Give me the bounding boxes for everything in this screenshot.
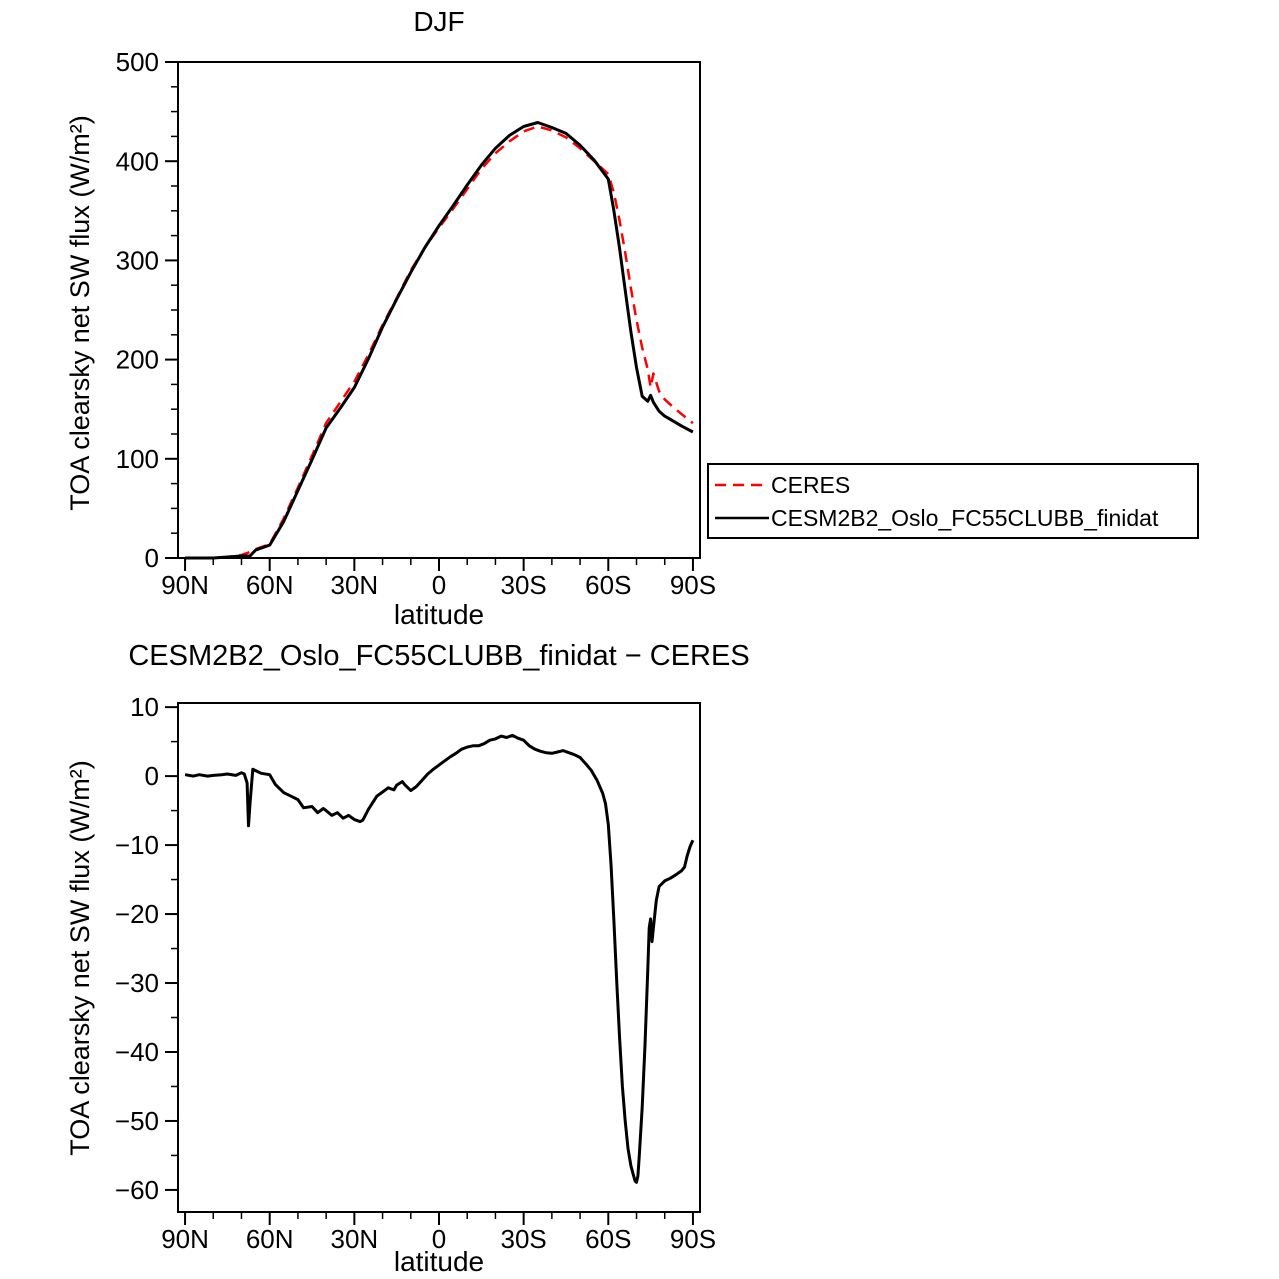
x-tick-label: 60S xyxy=(585,570,631,600)
x-tick-label: 60S xyxy=(585,1224,631,1254)
x-tick-label: 30S xyxy=(501,570,547,600)
x-tick-label: 90S xyxy=(670,1224,716,1254)
x-tick-label: 60N xyxy=(246,570,294,600)
y-tick-label: −30 xyxy=(115,968,159,998)
x-tick-label: 30N xyxy=(330,1224,378,1254)
y-tick-label: 500 xyxy=(116,47,159,77)
legend-box: CERES CESM2B2_Oslo_FC55CLUBB_finidat xyxy=(707,463,1199,539)
plot-frame xyxy=(177,702,701,1213)
bottom-chart-title: CESM2B2_Oslo_FC55CLUBB_finidat − CERES xyxy=(128,640,750,672)
x-tick-label: 90N xyxy=(161,570,209,600)
y-tick-label: −60 xyxy=(115,1175,159,1205)
series-line-CESM2B2_Oslo_FC55CLUBB_finidat xyxy=(185,121,694,560)
y-axis-ticks: 10 0 −10 −20 −30 −40 −50 −60 xyxy=(115,692,178,1205)
y-tick-label: −20 xyxy=(115,899,159,929)
top-chart-x-axis-label: latitude xyxy=(393,599,485,630)
x-tick-label: 90S xyxy=(670,570,716,600)
legend-label-model: CESM2B2_Oslo_FC55CLUBB_finidat xyxy=(771,504,1159,531)
top-chart-y-axis-label: TOA clearsky net SW flux (W/m²) xyxy=(65,115,95,511)
x-tick-label: 0 xyxy=(432,570,446,600)
plot-frame xyxy=(177,61,701,559)
x-tick-label: 90N xyxy=(161,1224,209,1254)
y-tick-label: 400 xyxy=(116,146,159,176)
chart-1: 90N 60N 30N 0 30S 60S 90S 10 0 −10 −20 −30 −40 −50 −60 xyxy=(115,692,716,1254)
bottom-chart-x-axis-label: latitude xyxy=(393,1246,485,1277)
legend-line-sample-dashed xyxy=(715,483,769,486)
series-line-difference xyxy=(184,733,695,1184)
y-tick-label: 0 xyxy=(145,543,159,573)
y-tick-label: 0 xyxy=(145,761,159,791)
chart-0: 90N 60N 30N 0 30S 60S 90S 0 100 200 300 400 500 xyxy=(116,47,716,600)
y-tick-label: 100 xyxy=(116,444,159,474)
legend-entry-ceres: CERES xyxy=(714,472,1197,498)
y-tick-label: 300 xyxy=(116,246,159,276)
x-tick-label: 60N xyxy=(246,1224,294,1254)
series-group xyxy=(184,733,695,1184)
y-tick-label: 200 xyxy=(116,345,159,375)
x-axis-ticks: 90N 60N 30N 0 30S 60S 90S xyxy=(161,1212,716,1254)
x-axis-ticks: 90N 60N 30N 0 30S 60S 90S xyxy=(161,558,716,600)
legend-entry-model: CESM2B2_Oslo_FC55CLUBB_finidat xyxy=(714,505,1197,531)
y-tick-label: −10 xyxy=(115,830,159,860)
x-tick-label: 30N xyxy=(330,570,378,600)
y-tick-label: −50 xyxy=(115,1106,159,1136)
series-line-CERES xyxy=(185,125,694,560)
series-group xyxy=(185,121,694,560)
x-tick-label: 0 xyxy=(432,1224,446,1254)
x-tick-label: 30S xyxy=(501,1224,547,1254)
top-chart-title: DJF xyxy=(413,6,465,37)
bottom-chart-y-axis-label: TOA clearsky net SW flux (W/m²) xyxy=(65,760,95,1156)
y-axis-ticks: 0 100 200 300 400 500 xyxy=(116,47,178,573)
legend-label-ceres: CERES xyxy=(771,471,851,498)
y-tick-label: −40 xyxy=(115,1037,159,1067)
y-tick-label: 10 xyxy=(130,692,159,722)
legend-line-sample-solid xyxy=(715,516,769,519)
